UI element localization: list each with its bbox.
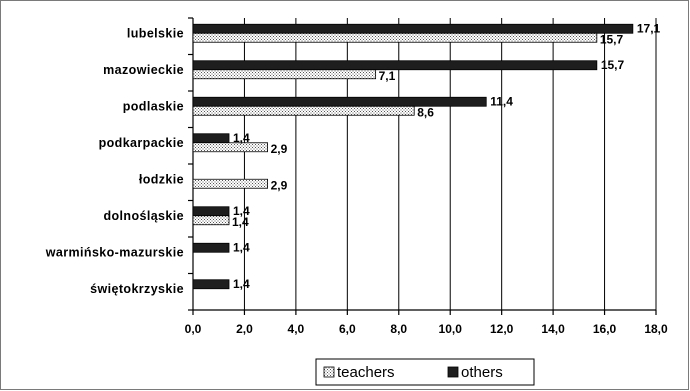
- data-label-others: 1,4: [233, 240, 250, 254]
- data-label-teachers: 1,4: [232, 215, 249, 229]
- bar-others: [192, 96, 487, 107]
- bar-teachers: [192, 215, 230, 226]
- data-label-others: 17,1: [637, 21, 661, 35]
- x-tick-label: 8,0: [390, 322, 407, 336]
- bar-teachers: [192, 69, 377, 80]
- legend-label-teachers: teachers: [337, 364, 395, 381]
- bar-teachers: [192, 105, 415, 116]
- bar-others: [192, 23, 634, 34]
- bar-teachers: [192, 32, 598, 43]
- x-tick-labels: 0,0 2,0 4,0 6,0 8,0 10,0 12,0 14,0 16,0 18,0: [185, 322, 668, 336]
- bars-layer: [192, 23, 634, 290]
- data-label-teachers: 7,1: [379, 69, 396, 83]
- legend-label-others: others: [461, 364, 503, 381]
- category-labels: lubelskie mazowieckie podlaskie podkarpacki…: [45, 26, 184, 296]
- data-label-others: 15,7: [601, 58, 625, 72]
- x-tick-label: 0,0: [185, 322, 202, 336]
- data-label-others: 11,4: [490, 94, 513, 108]
- legend-swatch-others: [447, 366, 459, 378]
- bar-teachers: [192, 178, 268, 189]
- x-tick-label: 16,0: [593, 322, 617, 336]
- bar-others: [192, 279, 230, 290]
- data-label-others: 1,4: [233, 204, 250, 218]
- data-label-teachers: 15,7: [600, 32, 624, 46]
- legend: teachers others: [315, 358, 535, 386]
- data-label-teachers: 2,9: [271, 178, 288, 192]
- category-label: podkarpackie: [99, 136, 184, 150]
- data-label-others: 1,4: [233, 131, 250, 145]
- bar-teachers: [192, 142, 268, 153]
- category-label: dolnośląskie: [103, 209, 184, 223]
- bar-others: [192, 206, 230, 217]
- x-tick-label: 12,0: [490, 322, 514, 336]
- data-label-others: 1,4: [233, 277, 250, 291]
- category-label: łodzkie: [139, 172, 184, 186]
- bar-others: [192, 242, 230, 253]
- bar-others: [192, 133, 230, 144]
- x-tick-label: 4,0: [288, 322, 305, 336]
- x-tick-label: 2,0: [236, 322, 253, 336]
- bar-others: [192, 60, 598, 71]
- data-labels: 17,115,715,77,111,48,61,42,92,91,41,41,4…: [232, 21, 661, 291]
- category-label: mazowieckie: [103, 63, 184, 77]
- category-label: warmińsko-mazurskie: [45, 245, 184, 259]
- category-label: podlaskie: [123, 99, 184, 113]
- x-tick-label: 14,0: [541, 322, 565, 336]
- x-tick-label: 18,0: [644, 322, 668, 336]
- legend-swatch-teachers: [323, 366, 335, 378]
- data-label-teachers: 8,6: [417, 105, 434, 119]
- x-tick-label: 6,0: [339, 322, 356, 336]
- data-label-teachers: 2,9: [271, 142, 288, 156]
- category-label: lubelskie: [127, 26, 184, 40]
- category-label: świętokrzyskie: [90, 282, 184, 296]
- x-tick-label: 10,0: [439, 322, 463, 336]
- legend-box: [315, 358, 535, 386]
